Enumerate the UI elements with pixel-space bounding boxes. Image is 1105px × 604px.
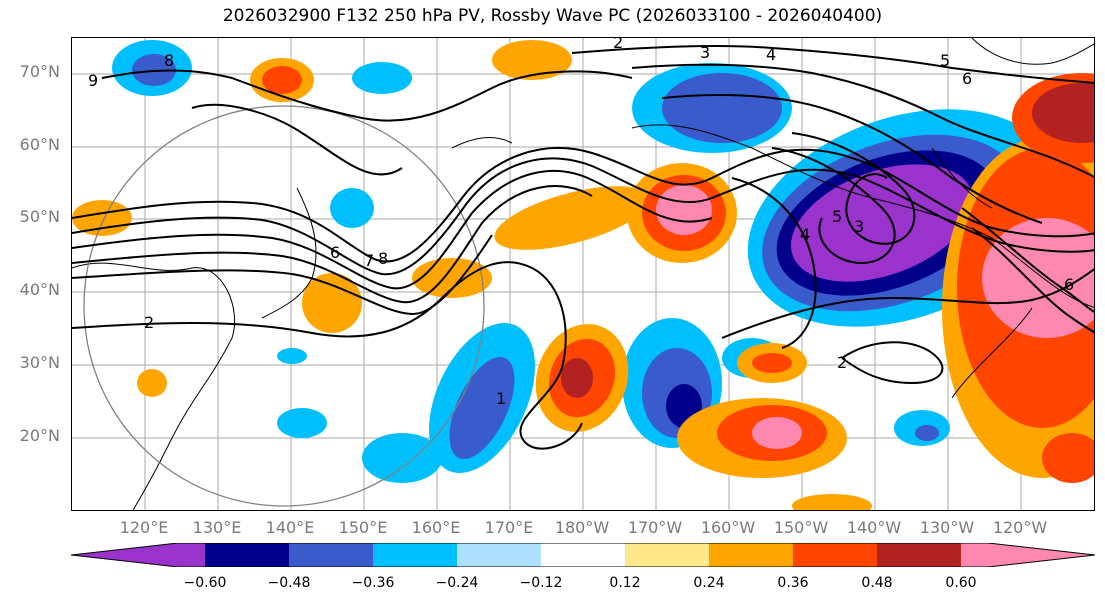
lon-label: 180°W [554,518,610,537]
contour-label: 1 [496,389,506,408]
colorbar-segments [71,543,1095,567]
lat-label: 70°N [19,62,60,81]
lat-label: 30°N [19,353,60,372]
contour-label: 2 [144,313,154,332]
contour-label: 7 [364,251,374,270]
contour-label: 8 [378,249,388,268]
colorbar-segment [961,543,1095,567]
colorbar-segment [625,543,709,567]
contour-label: 3 [854,217,864,236]
lon-label: 150°E [338,518,388,537]
colorbar-segment [877,543,961,567]
lon-label: 170°W [627,518,683,537]
lon-label: 120°E [119,518,169,537]
contours [72,44,1094,450]
colorbar-segment [793,543,877,567]
contour-label: 5 [940,51,950,70]
colorbar-tick-label: 0.12 [609,575,641,591]
contour-label: 4 [800,225,810,244]
lat-label: 50°N [19,207,60,226]
colorbar-tick-label: 0.24 [693,575,725,591]
lon-label: 140°E [265,518,315,537]
colorbar-segment [457,543,541,567]
contour-label: 8 [164,51,174,70]
colorbar-tick-label: −0.60 [183,575,227,591]
contour-label: 9 [88,71,98,90]
reference-circle [83,105,485,507]
contour-label: 6 [1064,275,1074,294]
colorbar-segment [71,543,205,567]
lon-label: 140°W [846,518,902,537]
lon-label: 150°W [773,518,829,537]
lon-label: 170°E [484,518,534,537]
colorbar-tick-label: −0.36 [351,575,395,591]
contour-label: 4 [766,45,776,64]
lon-label: 120°W [992,518,1048,537]
lat-label: 20°N [19,426,60,445]
colorbar-tick-label: −0.48 [267,575,311,591]
lat-label: 60°N [19,135,60,154]
positive-anomalies [72,40,1094,510]
colorbar-tick-label: 0.60 [945,575,977,591]
lon-label: 130°E [192,518,242,537]
colorbar-segment [373,543,457,567]
colorbar-tick-label: −0.24 [435,575,479,591]
contour-label: 2 [613,38,623,52]
colorbar [71,543,1095,567]
lat-label: 40°N [19,280,60,299]
map-title: 2026032900 F132 250 hPa PV, Rossby Wave … [222,6,883,26]
lon-label: 160°E [411,518,461,537]
colorbar-segment [709,543,793,567]
colorbar-tick-label: −0.12 [519,575,563,591]
pv-map: 9 8 2 3 4 5 6 2 6 7 8 4 5 3 2 1 6 [72,38,1094,510]
colorbar-segment [541,543,625,567]
map-panel: 9 8 2 3 4 5 6 2 6 7 8 4 5 3 2 1 6 [71,37,1095,511]
contour-label: 2 [837,353,847,372]
contour-label: 5 [832,207,842,226]
colorbar-tick-label: 0.36 [777,575,809,591]
colorbar-tick-label: 0.48 [861,575,893,591]
contour-labels: 9 8 2 3 4 5 6 2 6 7 8 4 5 3 2 1 6 [88,38,1074,408]
contour-label: 6 [330,243,340,262]
colorbar-segment [289,543,373,567]
lon-label: 130°W [919,518,975,537]
colorbar-segment [205,543,289,567]
lon-label: 160°W [700,518,756,537]
contour-label: 6 [962,69,972,88]
contour-label: 3 [700,43,710,62]
